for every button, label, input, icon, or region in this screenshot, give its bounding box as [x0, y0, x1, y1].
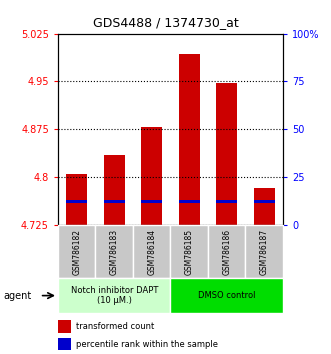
Bar: [170, 278, 283, 313]
Bar: [179, 200, 200, 203]
Text: Notch inhibitor DAPT
(10 μM.): Notch inhibitor DAPT (10 μM.): [71, 286, 158, 305]
Bar: [95, 225, 133, 278]
Bar: [133, 225, 170, 278]
Bar: [170, 225, 208, 278]
Bar: [58, 338, 71, 350]
Bar: [254, 200, 274, 203]
Text: GSM786184: GSM786184: [147, 229, 156, 275]
Text: agent: agent: [3, 291, 31, 301]
Bar: [208, 225, 246, 278]
Bar: [254, 188, 274, 225]
Text: GSM786186: GSM786186: [222, 229, 231, 275]
Bar: [104, 200, 124, 203]
Text: GSM786182: GSM786182: [72, 229, 81, 275]
Bar: [58, 320, 71, 333]
Text: GSM786185: GSM786185: [185, 229, 194, 275]
Bar: [216, 83, 237, 225]
Bar: [58, 225, 95, 278]
Bar: [104, 155, 124, 225]
Bar: [66, 174, 87, 225]
Text: GDS4488 / 1374730_at: GDS4488 / 1374730_at: [93, 16, 238, 29]
Text: DMSO control: DMSO control: [198, 291, 256, 300]
Bar: [216, 200, 237, 203]
Bar: [141, 200, 162, 203]
Bar: [179, 54, 200, 225]
Bar: [246, 225, 283, 278]
Text: percentile rank within the sample: percentile rank within the sample: [76, 340, 218, 349]
Text: GSM786187: GSM786187: [260, 229, 269, 275]
Bar: [66, 200, 87, 203]
Text: transformed count: transformed count: [76, 322, 154, 331]
Bar: [58, 278, 170, 313]
Bar: [141, 127, 162, 225]
Text: GSM786183: GSM786183: [110, 229, 119, 275]
